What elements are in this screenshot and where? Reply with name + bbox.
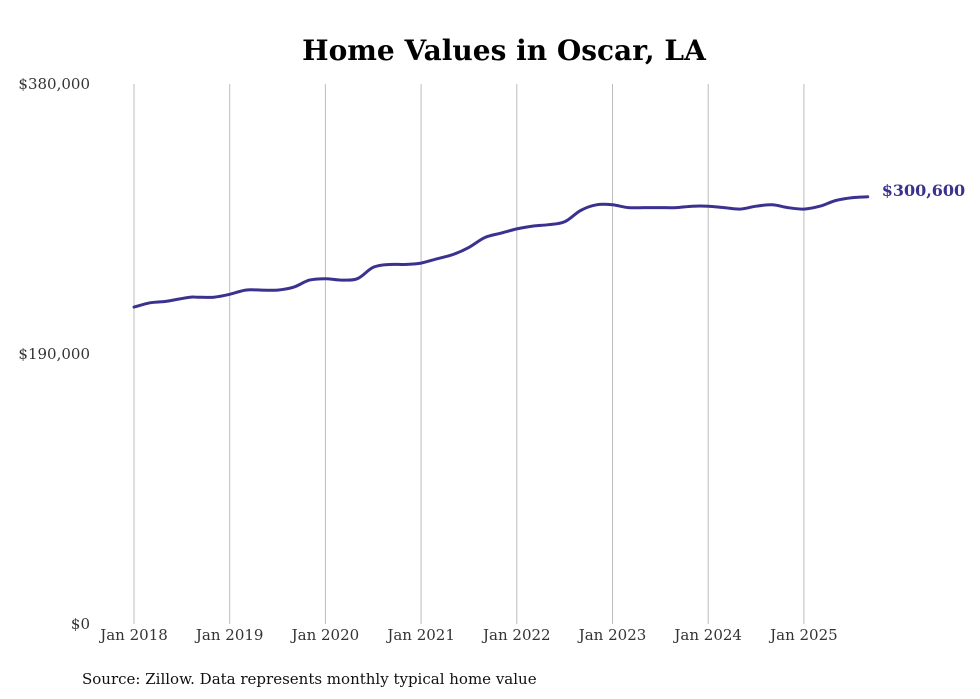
source-note: Source: Zillow. Data represents monthly … (82, 670, 537, 688)
x-tick-label: Jan 2021 (385, 626, 455, 644)
x-tick-label: Jan 2025 (768, 626, 838, 644)
x-tick-label: Jan 2018 (98, 626, 168, 644)
gridlines (133, 84, 805, 624)
x-tick-label: Jan 2019 (194, 626, 264, 644)
y-tick-label: $0 (71, 615, 90, 633)
x-tick-label: Jan 2023 (577, 626, 647, 644)
y-tick-label: $380,000 (18, 75, 90, 93)
series: $300,600 (132, 181, 966, 309)
chart-title: Home Values in Oscar, LA (302, 34, 707, 67)
x-tick-label: Jan 2024 (672, 626, 742, 644)
x-tick-label: Jan 2022 (481, 626, 551, 644)
x-tick-label: Jan 2020 (290, 626, 360, 644)
end-value-label: $300,600 (882, 181, 966, 200)
axes: Jan 2018 Jan 2019 Jan 2020 Jan 2021 Jan 2022… (18, 75, 837, 644)
series-line (132, 195, 870, 309)
y-tick-label: $190,000 (18, 345, 90, 363)
